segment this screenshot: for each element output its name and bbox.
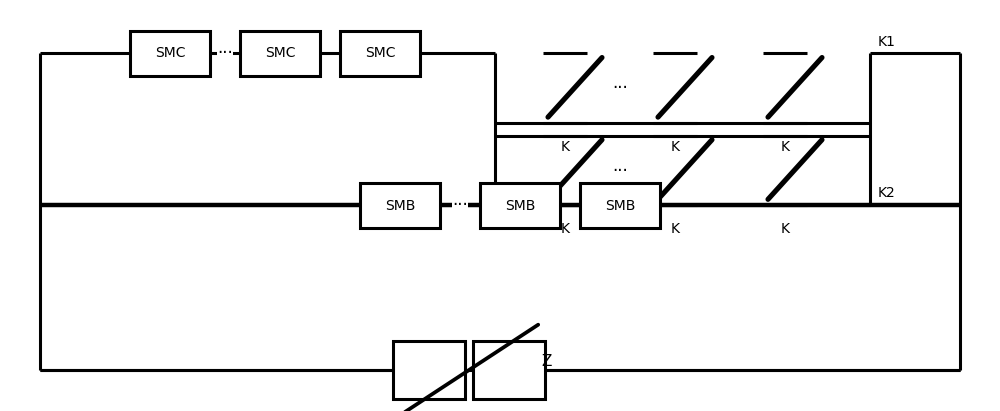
Text: ···: ··· [612,79,628,97]
Text: K1: K1 [878,35,896,49]
Text: Z: Z [541,354,551,369]
Text: ···: ··· [612,162,628,180]
Text: SMC: SMC [365,46,395,60]
Text: SMC: SMC [265,46,295,60]
Text: SMB: SMB [605,199,635,212]
Text: K: K [780,140,790,154]
Bar [473,341,545,399]
Text: K: K [670,140,680,154]
Bar [240,31,320,76]
Bar [360,183,440,228]
Text: SMB: SMB [505,199,535,212]
Text: SMC: SMC [155,46,185,60]
Text: K2: K2 [878,186,896,200]
Text: K: K [560,222,570,236]
Bar [580,183,660,228]
Bar [480,183,560,228]
Text: SMB: SMB [385,199,415,212]
Text: ···: ··· [217,44,233,62]
Text: K: K [780,222,790,236]
Text: K: K [670,222,680,236]
Bar [130,31,210,76]
Bar [340,31,420,76]
Text: K: K [560,140,570,154]
Bar [393,341,465,399]
Text: ···: ··· [452,196,468,214]
